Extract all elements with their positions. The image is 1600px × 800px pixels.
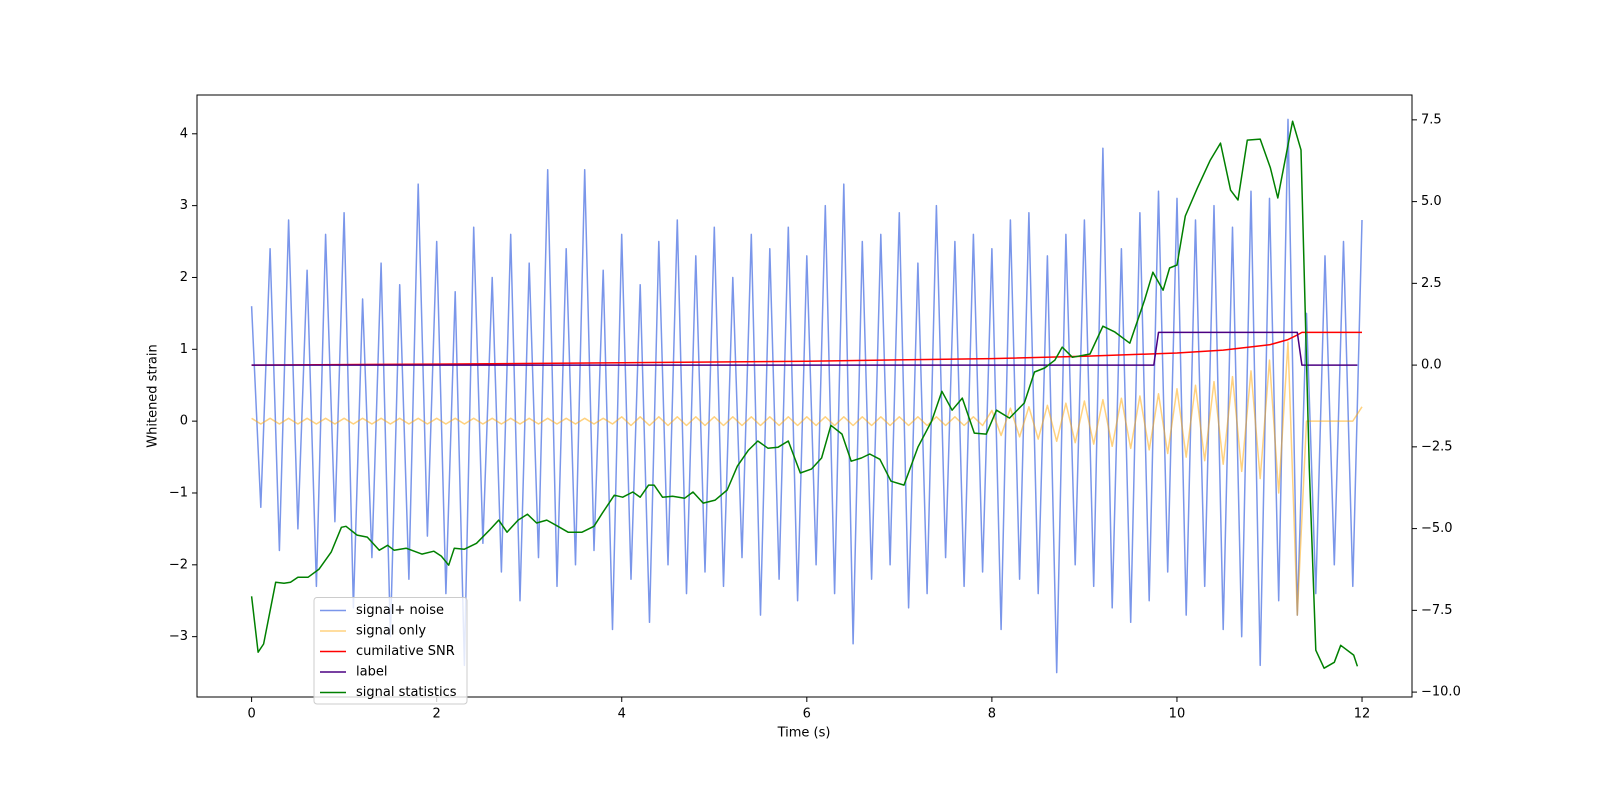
series-line: [250, 118, 1363, 674]
x-tick-label: 8: [988, 707, 996, 722]
legend-box: [313, 597, 468, 705]
y2-tick-label: −10.0: [1421, 685, 1461, 700]
legend-label: signal only: [356, 624, 426, 639]
y2-tick-label: −5.0: [1421, 521, 1453, 536]
legend-label: signal statistics: [356, 685, 457, 700]
y-axis-label: Whitened strain: [146, 344, 161, 447]
y-tick-label: 3: [180, 198, 188, 213]
x-tick-label: 4: [618, 707, 626, 722]
x-tick-label: 12: [1354, 707, 1371, 722]
y-tick-label: −2: [169, 557, 188, 572]
y-tick-label: 4: [180, 126, 188, 141]
legend-label: cumilative SNR: [356, 644, 455, 659]
y2-tick-label: −2.5: [1421, 439, 1453, 454]
legend-label: signal+ noise: [356, 603, 444, 618]
y-tick-label: 0: [180, 414, 188, 429]
x-axis-label: Time (s): [777, 726, 831, 741]
y2-tick-label: 2.5: [1421, 276, 1442, 291]
series-line: [250, 120, 1359, 669]
y2-tick-label: −7.5: [1421, 603, 1453, 618]
x-tick-label: 2: [433, 707, 441, 722]
legend-label: label: [356, 665, 387, 680]
y-tick-label: −1: [169, 485, 188, 500]
y-tick-label: 2: [180, 270, 188, 285]
y2-tick-label: 5.0: [1421, 194, 1442, 209]
plot-frame: [196, 94, 1413, 698]
series-line: [251, 341, 1363, 616]
x-tick-label: 10: [1169, 707, 1186, 722]
x-tick-label: 6: [803, 707, 811, 722]
y2-tick-label: 0.0: [1421, 358, 1442, 373]
x-tick-label: 0: [247, 707, 255, 722]
series-line: [251, 331, 1358, 366]
y-tick-label: −3: [169, 629, 188, 644]
y-tick-label: 1: [180, 342, 188, 357]
y2-tick-label: 7.5: [1421, 112, 1442, 127]
